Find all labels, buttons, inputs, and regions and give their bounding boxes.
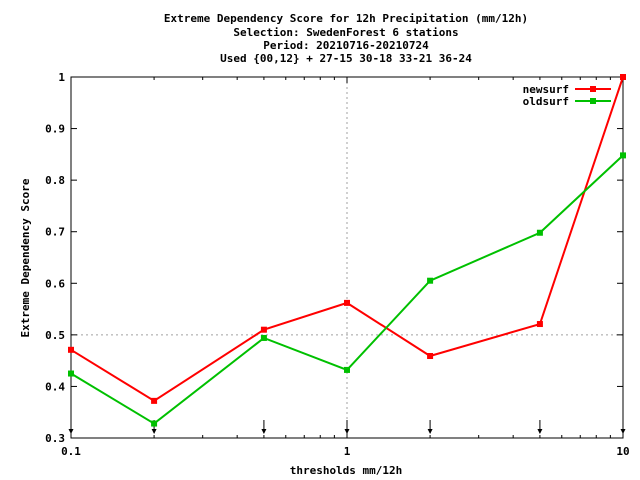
y-tick-label: 0.3 [45,432,65,445]
threshold-marker-head [151,429,157,434]
threshold-marker-head [344,429,350,434]
y-axis-label: Extreme Dependency Score [19,178,32,337]
y-tick-label: 0.6 [45,277,65,290]
series-point-newsurf [536,321,543,328]
series-point-newsurf [68,346,74,353]
chart-title: Extreme Dependency Score for 12h Precipi… [164,12,528,65]
series-lines [68,74,626,427]
series-point-newsurf [427,353,434,360]
x-axis-label: thresholds mm/12h [290,464,403,477]
title-line-1: Extreme Dependency Score for 12h Precipi… [164,12,528,25]
legend-label-oldsurf: oldsurf [523,95,569,108]
series-point-oldsurf [620,152,626,159]
y-tick-label: 0.4 [45,380,65,393]
title-line-2: Selection: SwedenForest 6 stations [233,26,458,39]
legend-label-newsurf: newsurf [523,83,569,96]
y-tick-label: 1 [58,71,65,84]
x-tick-label: 1 [344,445,351,458]
series-point-oldsurf [151,420,158,427]
y-tick-label: 0.7 [45,226,65,239]
threshold-marker-head [68,429,74,434]
threshold-marker-head [261,429,267,434]
series-point-oldsurf [68,370,74,377]
grid [71,77,623,438]
threshold-marker-head [427,429,433,434]
series-point-oldsurf [427,277,434,284]
legend-marker-newsurf [590,86,596,92]
series-point-newsurf [151,397,158,404]
x-tick-label: 0.1 [61,445,81,458]
series-point-newsurf [260,326,267,333]
legend-marker-oldsurf [590,98,596,104]
y-tick-label: 0.9 [45,123,65,136]
title-line-4: Used {00,12} + 27-15 30-18 33-21 36-24 [220,52,472,65]
series-point-newsurf [344,299,350,306]
series-point-newsurf [620,74,626,80]
axes: 0.3 0.4 0.5 0.6 0.7 0.8 0.9 1 0.1 1 10 [45,71,630,458]
x-tick-label: 10 [616,445,629,458]
threshold-marker-head [537,429,543,434]
series-point-oldsurf [260,334,267,341]
y-tick-label: 0.8 [45,174,65,187]
series-point-oldsurf [536,229,543,236]
threshold-marker-head [620,429,626,434]
y-tick-label: 0.5 [45,329,65,342]
series-point-oldsurf [344,366,350,373]
title-line-3: Period: 20210716-20210724 [263,39,429,52]
